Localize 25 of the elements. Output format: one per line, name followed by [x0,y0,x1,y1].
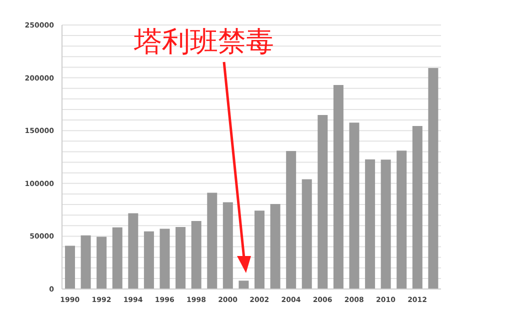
bar [80,235,91,289]
bar [112,227,122,289]
bar [318,114,328,289]
bar [65,246,75,289]
bar [286,150,296,289]
bar [238,280,249,289]
bar [191,220,202,289]
bar [222,202,233,289]
bar [396,150,407,289]
annotation: 塔利班禁毒 [134,24,274,60]
bar [207,192,218,289]
bar [270,204,280,289]
bar [333,84,344,289]
bar [254,210,264,289]
bar [160,228,170,289]
bar [380,160,391,289]
bar [128,213,138,289]
bar [365,159,376,289]
bar [176,227,186,289]
bar [349,122,360,289]
bar [412,126,422,289]
bar [144,231,154,289]
bar [302,179,312,289]
bar [428,68,438,289]
bar [96,236,107,289]
